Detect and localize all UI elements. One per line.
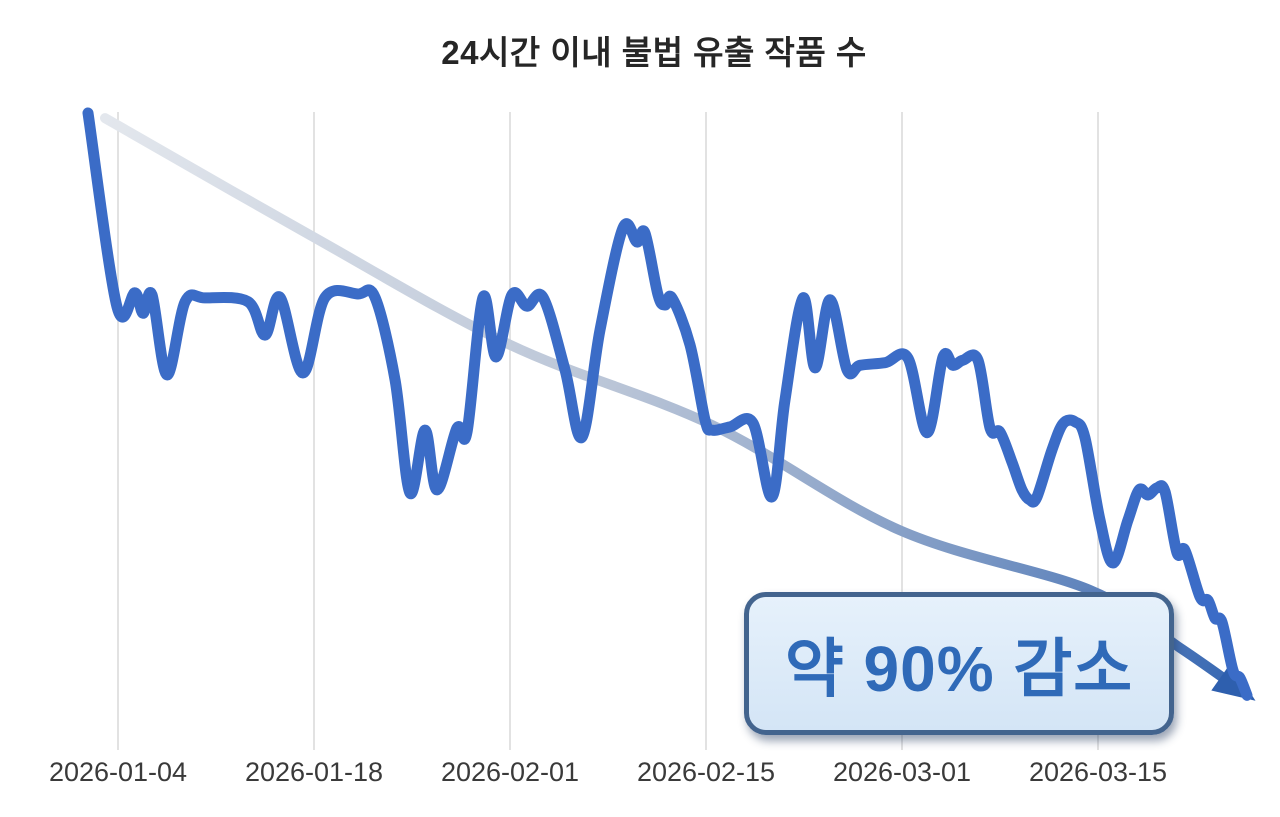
- x-axis-label: 2026-03-01: [832, 757, 972, 787]
- x-axis-label: 2026-01-04: [48, 757, 188, 787]
- x-axis-label: 2026-01-18: [244, 757, 384, 787]
- series-line: [82, 107, 1253, 701]
- chart-title: 24시간 이내 불법 유출 작품 수: [441, 34, 867, 71]
- data-line: [82, 107, 1253, 701]
- annotation-box: 약 90% 감소: [744, 592, 1174, 735]
- x-axis-label: 2026-02-15: [636, 757, 776, 787]
- x-axis-label: 2026-02-01: [440, 757, 580, 787]
- x-axis-label: 2026-03-15: [1028, 757, 1168, 787]
- annotation-text: 약 90% 감소: [784, 632, 1134, 705]
- x-axis: 2026-01-04 2026-01-18 2026-02-01 2026-02-15…: [0, 757, 1280, 793]
